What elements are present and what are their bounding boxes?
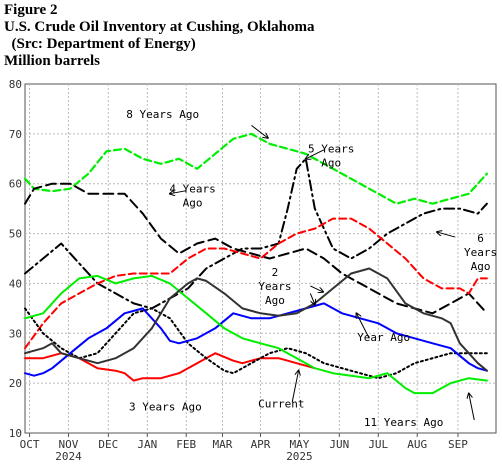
series-annotation: 6 Years Ago bbox=[464, 232, 497, 273]
x-tick-label: AUG bbox=[407, 438, 427, 451]
x-tick-label: NOV bbox=[59, 438, 79, 451]
y-tick-label: 40 bbox=[9, 277, 22, 290]
chart-header: Figure 2 U.S. Crude Oil Inventory at Cus… bbox=[4, 2, 314, 70]
series-annotation: Year Ago bbox=[357, 331, 410, 344]
x-tick-label: MAR bbox=[213, 438, 233, 451]
annotation-pointer bbox=[251, 124, 267, 137]
annotation-pointer bbox=[291, 371, 298, 403]
annotation-pointer bbox=[469, 394, 475, 421]
annotation-pointer bbox=[309, 293, 315, 304]
units-label: Million barrels bbox=[4, 53, 100, 69]
annotation-pointer bbox=[437, 232, 456, 238]
annotation-line: Years bbox=[464, 246, 497, 259]
series-annotation: Current bbox=[258, 398, 304, 411]
annotation-line: 5 Years bbox=[308, 142, 354, 155]
chart-title: U.S. Crude Oil Inventory at Cushing, Okl… bbox=[4, 19, 315, 35]
x-tick-label: OCT bbox=[20, 438, 40, 451]
x-tick-label: JAN bbox=[137, 438, 157, 451]
annotation-line: Year Ago bbox=[357, 331, 410, 344]
annotation-line: 8 Years Ago bbox=[126, 108, 199, 121]
x-tick-label: DEC bbox=[98, 438, 118, 451]
series-line-3 bbox=[24, 182, 488, 315]
x-tick-label: JUN bbox=[329, 438, 349, 451]
source-note: (Src: Department of Energy) bbox=[4, 36, 196, 52]
annotation-line: Ago bbox=[321, 156, 341, 169]
x-tick-label: MAY bbox=[290, 438, 310, 451]
annotation-pointer bbox=[170, 191, 187, 194]
series-line-7 bbox=[24, 302, 488, 377]
annotation-line: Years bbox=[258, 280, 291, 293]
plot-frame bbox=[24, 83, 497, 434]
annotation-pointer bbox=[357, 313, 370, 339]
series-annotation: 11 Years Ago bbox=[364, 416, 443, 429]
annotation-line: Ago bbox=[265, 294, 285, 307]
series-annotation: 3 Years Ago bbox=[129, 401, 202, 414]
x-tick-label: SEP bbox=[448, 438, 468, 451]
series-annotation: 2 Years Ago bbox=[258, 266, 291, 307]
y-tick-label: 60 bbox=[9, 178, 22, 191]
annotation-line: 2 bbox=[272, 266, 279, 279]
y-tick-label: 80 bbox=[9, 78, 22, 91]
series-line-8 bbox=[24, 274, 488, 395]
y-tick-label: 20 bbox=[9, 377, 22, 390]
series-annotation: 8 Years Ago bbox=[126, 108, 199, 121]
y-tick-label: 50 bbox=[9, 228, 22, 241]
annotation-line: 4 Years bbox=[169, 183, 215, 196]
annotation-pointer bbox=[310, 285, 323, 292]
x-tick-label: APR bbox=[251, 438, 271, 451]
annotation-line: 6 bbox=[477, 232, 484, 245]
series-line-1 bbox=[23, 132, 488, 205]
series-line-6 bbox=[24, 307, 488, 380]
series-annotation: 4 Years Ago bbox=[169, 183, 215, 210]
annotation-line: 11 Years Ago bbox=[364, 416, 443, 429]
x-tick-label: FEB bbox=[176, 438, 196, 451]
year-label: 2025 bbox=[286, 450, 313, 463]
annotation-line: Ago bbox=[183, 197, 203, 210]
y-tick-label: 30 bbox=[9, 327, 22, 340]
year-label: 2024 bbox=[55, 450, 82, 463]
y-tick-label: 10 bbox=[9, 427, 22, 440]
annotation-line: 3 Years Ago bbox=[129, 401, 202, 414]
figure-number: Figure 2 bbox=[4, 2, 58, 18]
series-annotation: 5 Years Ago bbox=[308, 142, 354, 169]
x-tick-label: JUL bbox=[368, 438, 388, 451]
series-line-4 bbox=[24, 217, 488, 350]
annotation-line: Ago bbox=[471, 260, 491, 273]
y-tick-label: 70 bbox=[9, 128, 22, 141]
annotation-line: Current bbox=[258, 398, 304, 411]
series-line-9 bbox=[24, 267, 488, 372]
annotation-pointer bbox=[306, 149, 325, 159]
